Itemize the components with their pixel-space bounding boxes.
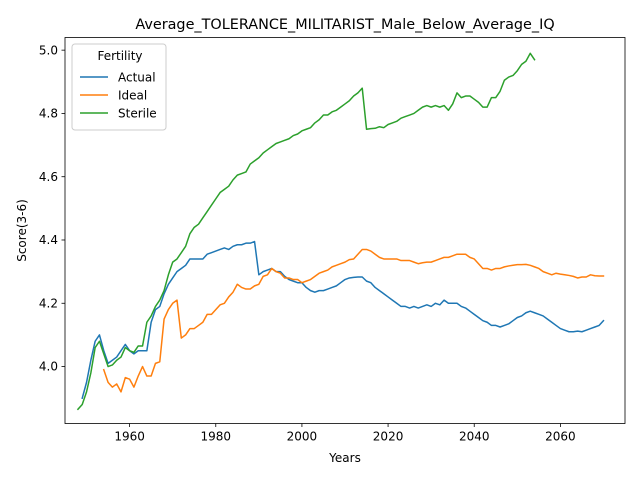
series-line-actual (81, 240, 605, 400)
y-tick-label: 4.4 (39, 233, 58, 247)
y-tick-label: 4.0 (39, 360, 58, 374)
axes-frame (64, 37, 626, 424)
legend-label-ideal: Ideal (118, 88, 147, 102)
x-axis-label: Years (328, 451, 361, 465)
y-axis-ticks: 4.0 4.2 4.4 4.6 4.8 5.0 (39, 43, 65, 374)
series-layer (76, 52, 605, 411)
legend-title: Fertility (97, 49, 142, 63)
y-tick-label: 4.8 (39, 107, 58, 121)
y-tick-label: 4.6 (39, 170, 58, 184)
legend-entries: Actual Ideal Sterile (80, 70, 157, 120)
series-line-ideal (102, 248, 605, 393)
series-line-sterile (76, 52, 536, 411)
legend: Fertility Actual Ideal Sterile (71, 43, 167, 131)
legend-label-sterile: Sterile (118, 106, 157, 120)
x-tick-label: 1980 (200, 430, 231, 444)
y-tick-label: 4.2 (39, 296, 58, 310)
x-tick-label: 2000 (287, 430, 318, 444)
y-axis-label: Score(3-6) (15, 199, 29, 262)
axes (64, 37, 626, 424)
x-tick-label: 2060 (545, 430, 576, 444)
legend-box (71, 43, 167, 131)
chart-title: Average_TOLERANCE_MILITARIST_Male_Below_… (135, 17, 554, 33)
x-tick-label: 2040 (459, 430, 490, 444)
x-axis-ticks: 1960 1980 2000 2020 2040 2060 (114, 423, 576, 444)
x-tick-label: 1960 (114, 430, 145, 444)
y-tick-label: 5.0 (39, 43, 58, 57)
x-tick-label: 2020 (373, 430, 404, 444)
legend-label-actual: Actual (118, 70, 156, 84)
